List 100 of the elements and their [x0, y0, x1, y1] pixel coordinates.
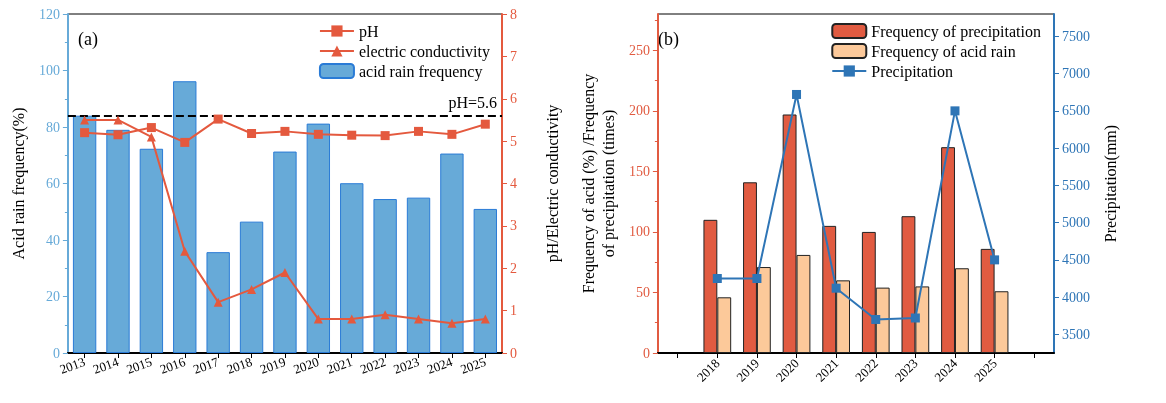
point: [247, 284, 257, 294]
point: [480, 119, 490, 129]
point: [213, 297, 223, 307]
annotation: (a): [78, 29, 98, 50]
x-tick-label: 2019: [257, 353, 288, 377]
point: [180, 246, 190, 256]
y-tick-label: 40: [45, 232, 60, 248]
point: [712, 273, 722, 283]
y2-tick-label: 1: [510, 303, 517, 319]
legend-label: pH: [358, 22, 379, 41]
y2-tick-label: 3: [510, 218, 517, 234]
bar: [440, 153, 464, 353]
y-tick-label: 150: [628, 163, 650, 179]
y2-tick-label: 7: [510, 48, 517, 64]
point: [950, 106, 960, 116]
y2-tick-label: 4000: [1062, 289, 1090, 305]
point: [280, 267, 290, 277]
point: [480, 314, 490, 324]
x-tick-label: 2018: [224, 353, 255, 377]
bar: [340, 183, 364, 353]
y2-tick-label: 5: [510, 133, 517, 149]
point: [414, 314, 424, 324]
bar: [106, 129, 130, 353]
x-tick-label: 2014: [90, 353, 122, 377]
bar: [139, 148, 164, 353]
x-tick-label: 2023: [391, 353, 422, 377]
y-tick-label: 20: [45, 289, 60, 304]
point: [113, 130, 123, 140]
y-tick-label: 60: [45, 176, 60, 191]
y-tick-label: 100: [38, 63, 60, 78]
bar: [72, 115, 97, 353]
x-tick-label: 2024: [424, 353, 455, 377]
point: [213, 114, 223, 124]
x-tick-label: 2017: [191, 353, 222, 377]
point: [380, 131, 390, 141]
point: [990, 255, 1000, 265]
point: [910, 313, 920, 323]
y-axis-title: Acid rain frequency(%): [9, 107, 28, 260]
y2-tick-label: 2: [510, 260, 517, 276]
point: [871, 314, 881, 324]
point: [146, 123, 156, 133]
bar: [473, 208, 497, 353]
legend-label: acid rain frequency: [358, 62, 483, 81]
y2-tick-label: 5500: [1062, 177, 1090, 193]
point: [347, 314, 357, 324]
x-tick-label: 2015: [124, 353, 154, 377]
point: [414, 126, 424, 136]
y2-tick-label: 6500: [1062, 103, 1090, 119]
legend-label: Precipitation: [871, 62, 954, 81]
point: [280, 126, 290, 136]
y2-tick-label: 3500: [1062, 326, 1090, 342]
x-tick-label: 2020: [291, 353, 321, 377]
y2-tick-label: 0: [510, 345, 517, 361]
y-tick-label: 250: [628, 42, 650, 58]
point: [247, 129, 257, 138]
y-tick-label: 200: [628, 103, 650, 119]
point: [113, 115, 123, 125]
y2-axis-title: pH/Electric conductivity: [543, 104, 562, 263]
legend-label: electric conductivity: [358, 42, 491, 61]
y2-tick-label: 6000: [1062, 140, 1090, 156]
legend-label: Frequency of precipitation: [871, 22, 1041, 41]
y2-tick-label: 4: [510, 176, 517, 191]
bar: [273, 151, 297, 353]
y-tick-label: 0: [52, 345, 60, 361]
y2-tick-label: 6: [510, 91, 517, 107]
point: [180, 137, 190, 147]
point: [80, 128, 90, 138]
bar: [373, 199, 397, 353]
point: [347, 130, 357, 140]
point: [447, 129, 457, 139]
legend-label: Frequency of acid rain: [871, 42, 1016, 61]
point: [752, 273, 762, 283]
y-tick-label: 0: [642, 345, 650, 361]
bar: [306, 123, 331, 353]
y-tick-label: 50: [635, 284, 650, 300]
x-tick-label: 2021: [812, 355, 842, 385]
ref-line-label: pH=5.6: [448, 94, 497, 113]
x-tick-label: 2016: [157, 353, 188, 377]
x-tick-label: 2021: [324, 353, 355, 377]
y2-tick-label: 8: [510, 6, 517, 22]
point: [831, 283, 841, 293]
annotation: (b): [658, 29, 679, 50]
y2-tick-label: 4500: [1062, 252, 1090, 268]
point: [313, 314, 323, 324]
y2-tick-label: 7000: [1062, 66, 1090, 82]
x-tick-label: 2022: [358, 353, 388, 377]
bar: [406, 197, 431, 353]
y-tick-label: 120: [38, 6, 60, 22]
y-tick-label: 80: [45, 119, 60, 135]
y2-axis-title: Precipitation(mm): [1102, 124, 1121, 243]
y2-tick-label: 5000: [1062, 215, 1090, 231]
bar: [206, 252, 230, 353]
point: [313, 129, 323, 139]
bar: [239, 221, 264, 353]
point: [447, 318, 457, 328]
y2-tick-label: 7500: [1062, 28, 1090, 44]
x-tick-label: 2025: [458, 353, 488, 377]
y-axis-title: Frequency of acid (%) /Frequency of precipitation (times): [579, 73, 618, 294]
y-tick-label: 100: [628, 224, 650, 240]
point: [792, 89, 802, 99]
